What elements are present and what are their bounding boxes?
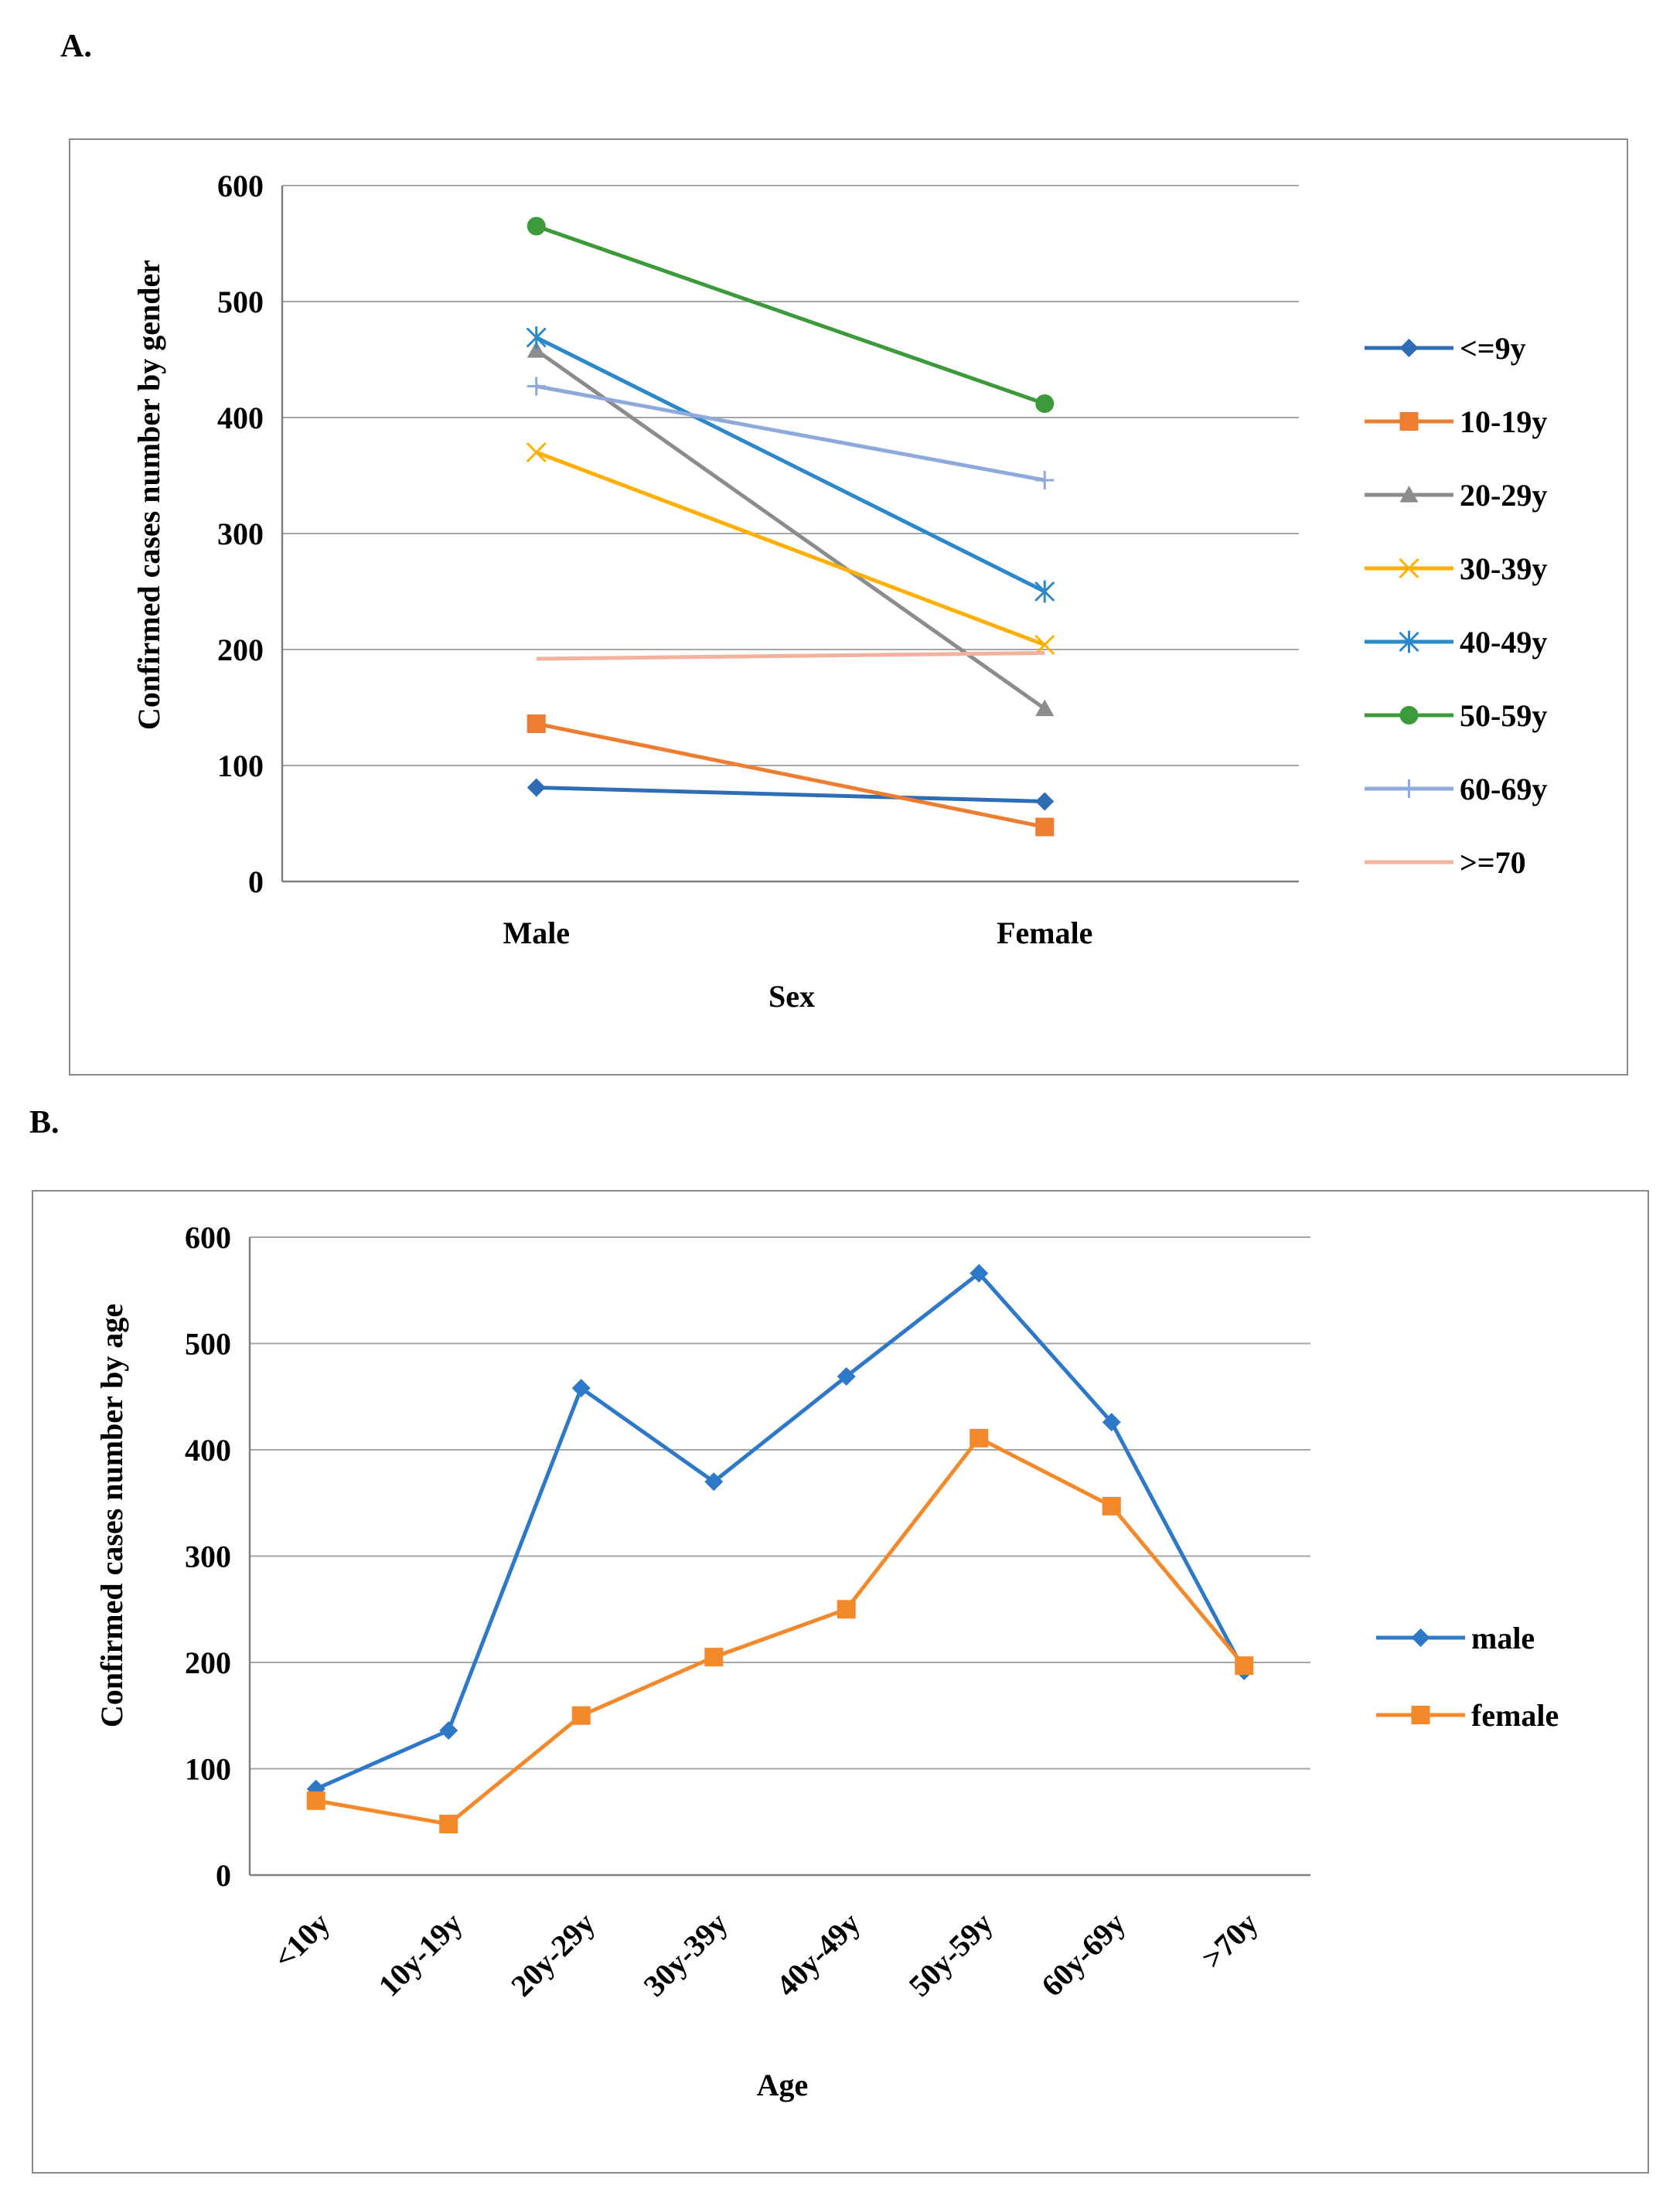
a-ytick-label: 300 — [217, 517, 264, 551]
b-ytick-label: 300 — [185, 1539, 231, 1574]
a-series-line-40-49y — [535, 336, 1046, 594]
panel-a-label: A. — [60, 29, 92, 64]
b-point-female — [1235, 1656, 1254, 1676]
b-point-male — [969, 1263, 989, 1283]
b-point-female — [1102, 1496, 1121, 1516]
legend-label-70: >=70 — [1460, 845, 1526, 880]
a-point-9y — [1035, 792, 1055, 811]
a-point-40-49y — [526, 326, 547, 349]
a-xtick-label: Female — [997, 915, 1092, 950]
legend-label-60-69y: 60-69y — [1460, 772, 1547, 806]
a-point-30-39y — [526, 442, 547, 463]
b-point-male — [1102, 1413, 1121, 1432]
chart-b-frame — [32, 1190, 1649, 2174]
legend-label-20-29y: 20-29y — [1460, 478, 1547, 513]
legend-label-40-49y: 40-49y — [1460, 625, 1547, 660]
b-point-male — [837, 1367, 856, 1386]
a-ytick-label: 400 — [217, 401, 264, 435]
b-ytick-label: 400 — [185, 1433, 231, 1468]
a-point-20-29y — [526, 341, 546, 358]
legend-marker-female — [1411, 1706, 1430, 1724]
legend-marker-60-69y — [1399, 779, 1419, 798]
b-xtick-label: 30y-39y — [637, 1906, 734, 2003]
legend-marker-20-29y — [1399, 486, 1419, 503]
b-point-male — [439, 1721, 458, 1740]
b-ytick-label: 500 — [185, 1327, 231, 1362]
a-series-line-70 — [536, 651, 1045, 661]
legend-label-10-19y: 10-19y — [1460, 404, 1547, 439]
legend-marker-30-39y — [1399, 557, 1419, 579]
legend-marker-50-59y — [1399, 706, 1419, 725]
a-point-9y — [526, 778, 546, 797]
b-point-male — [571, 1379, 591, 1398]
b-point-female — [837, 1600, 856, 1619]
b-xtick-label: 60y-69y — [1034, 1906, 1132, 2003]
b-ytick-label: 200 — [185, 1645, 231, 1680]
b-point-female — [704, 1648, 724, 1667]
a-point-20-29y — [1035, 699, 1055, 717]
legend-label-30-39y: 30-39y — [1460, 551, 1547, 586]
b-point-female — [439, 1815, 458, 1833]
a-series-line-50-59y — [535, 224, 1046, 406]
legend-label-male: male — [1471, 1621, 1535, 1655]
b-xtick-label: 40y-49y — [769, 1906, 867, 2003]
legend-label-50-59y: 50-59y — [1460, 698, 1547, 733]
a-xtick-label: Male — [503, 915, 570, 950]
legend-marker-9y — [1399, 339, 1419, 357]
a-ytick-label: 500 — [217, 285, 264, 319]
chart-a-ylabel: Confirmed cases number by gender — [131, 260, 166, 730]
panel-b-label: B. — [29, 1105, 60, 1141]
legend-marker-10-19y — [1399, 412, 1419, 431]
a-ytick-label: 100 — [217, 748, 264, 783]
a-series-line-30-39y — [535, 450, 1046, 647]
b-series-line-female — [315, 1436, 1246, 1826]
a-ytick-label: 600 — [217, 169, 264, 203]
a-series-line-20-29y — [535, 348, 1046, 711]
chart-b-xlabel: Age — [757, 2068, 809, 2102]
legend-label-female: female — [1471, 1698, 1559, 1733]
b-point-female — [571, 1706, 591, 1725]
chart-a-xlabel: Sex — [768, 979, 815, 1014]
b-xtick-label: <10y — [267, 1906, 336, 1976]
chart-a-frame — [69, 138, 1628, 1076]
b-point-female — [969, 1428, 989, 1447]
legend-label-9y: <=9y — [1460, 331, 1526, 366]
b-point-male — [704, 1472, 724, 1492]
chart-a: 0 100 200 300 400 500 600 Male Female <=9y 10-19… — [69, 138, 1628, 1076]
legend-marker-40-49y — [1399, 630, 1419, 653]
a-point-10-19y — [526, 714, 546, 733]
a-point-60-69y — [526, 377, 546, 396]
b-ytick-label: 0 — [216, 1858, 231, 1893]
b-point-female — [306, 1791, 325, 1810]
a-series-line-10-19y — [536, 721, 1045, 829]
legend-marker-male — [1411, 1628, 1430, 1647]
b-xtick-label: 50y-59y — [902, 1906, 1000, 2003]
a-point-50-59y — [1035, 394, 1055, 413]
a-point-60-69y — [1035, 471, 1055, 489]
a-point-30-39y — [1034, 634, 1055, 656]
b-xtick-label: >70y — [1194, 1906, 1264, 1976]
b-xtick-label: 10y-19y — [372, 1906, 469, 2003]
a-point-10-19y — [1035, 817, 1055, 837]
b-ytick-label: 600 — [185, 1220, 231, 1255]
a-point-50-59y — [526, 217, 546, 236]
a-series-line-9y — [536, 786, 1045, 803]
a-point-40-49y — [1034, 580, 1055, 603]
b-series-line-male — [315, 1271, 1246, 1791]
chart-b-ylabel: Confirmed cases number by age — [94, 1304, 129, 1727]
b-xtick-label: 20y-29y — [504, 1906, 601, 2003]
a-ytick-label: 0 — [248, 864, 264, 899]
b-ytick-label: 100 — [185, 1752, 231, 1787]
a-ytick-label: 200 — [217, 632, 264, 667]
a-series-line-60-69y — [536, 384, 1045, 482]
